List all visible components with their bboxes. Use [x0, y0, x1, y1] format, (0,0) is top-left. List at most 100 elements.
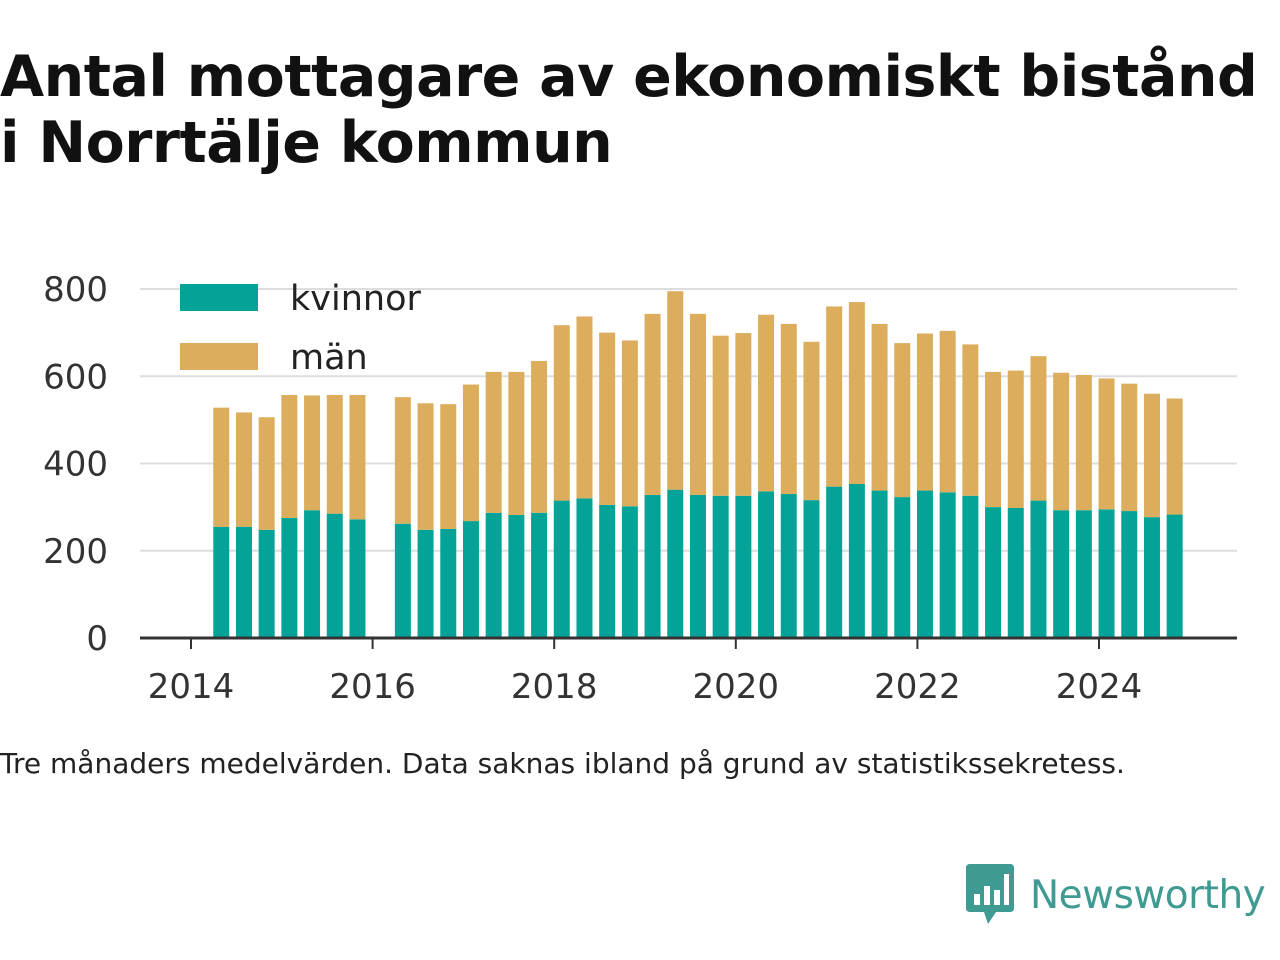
newsworthy-logo-icon: [966, 864, 1014, 924]
bar-man: [644, 313, 661, 495]
bar-man: [1098, 378, 1115, 510]
bar-kvinnor: [394, 523, 411, 638]
bar-kvinnor: [916, 490, 933, 638]
bar-kvinnor: [1053, 510, 1070, 638]
bar-kvinnor: [599, 504, 616, 638]
y-tick-label: 600: [43, 357, 108, 397]
bar-man: [916, 333, 933, 491]
bar-kvinnor: [304, 510, 321, 638]
legend-swatch: [180, 343, 258, 370]
bar-kvinnor: [531, 512, 548, 638]
bar-man: [304, 395, 321, 511]
y-tick-label: 400: [43, 445, 108, 485]
bar-man: [712, 335, 729, 496]
bar-man: [735, 333, 752, 496]
bar-kvinnor: [326, 513, 343, 638]
bar-man: [394, 397, 411, 524]
bar-man: [871, 323, 888, 491]
bar-kvinnor: [349, 519, 366, 638]
brand-name: Newsworthy: [1030, 872, 1266, 918]
bar-man: [349, 395, 366, 520]
bar-man: [1075, 374, 1092, 511]
bar-kvinnor: [1098, 509, 1115, 638]
x-tick-label: 2018: [511, 667, 598, 707]
bar-kvinnor: [485, 512, 502, 638]
bar-man: [621, 340, 638, 507]
bar-man: [508, 371, 525, 515]
bar-kvinnor: [508, 514, 525, 638]
bar-kvinnor: [644, 494, 661, 638]
bar-kvinnor: [758, 491, 775, 638]
bar-man: [939, 330, 956, 493]
bar-man: [235, 412, 252, 527]
bar-kvinnor: [803, 500, 820, 638]
bar-man: [1143, 393, 1160, 518]
footnote: Tre månaders medelvärden. Data saknas ib…: [0, 747, 1125, 780]
bar-man: [667, 291, 684, 490]
bar-man: [326, 395, 343, 514]
bar-man: [985, 371, 1002, 508]
bar-kvinnor: [985, 507, 1002, 638]
bar-man: [1166, 398, 1183, 515]
bar-kvinnor: [553, 500, 570, 638]
bar-man: [962, 344, 979, 496]
bar-kvinnor: [826, 486, 843, 638]
bar-kvinnor: [1075, 510, 1092, 638]
bar-man: [417, 403, 434, 530]
bar-kvinnor: [1166, 514, 1183, 638]
bar-kvinnor: [576, 498, 593, 638]
bar-kvinnor: [962, 495, 979, 638]
bar-kvinnor: [894, 497, 911, 638]
bar-man: [803, 341, 820, 501]
legend-label: män: [290, 338, 368, 378]
bar-kvinnor: [281, 518, 298, 638]
bar-man: [485, 371, 502, 513]
x-tick-label: 2014: [148, 667, 235, 707]
brand-logo[interactable]: Newsworthy: [964, 862, 1266, 928]
y-tick-label: 0: [86, 619, 108, 659]
bar-man: [440, 404, 457, 529]
x-tick-label: 2020: [693, 667, 780, 707]
bar-kvinnor: [689, 494, 706, 638]
y-tick-label: 200: [43, 532, 108, 572]
legend-swatch: [180, 284, 258, 311]
bar-man: [258, 417, 275, 530]
bar-kvinnor: [871, 490, 888, 638]
bar-kvinnor: [848, 484, 865, 638]
bar-kvinnor: [213, 526, 230, 638]
bar-man: [1121, 383, 1138, 512]
bar-man: [281, 395, 298, 519]
bar-kvinnor: [735, 495, 752, 638]
bar-man: [1007, 370, 1024, 508]
bar-kvinnor: [1030, 500, 1047, 638]
bar-kvinnor: [440, 528, 457, 638]
bar-kvinnor: [1007, 507, 1024, 638]
bar-kvinnor: [621, 506, 638, 638]
bar-man: [1053, 372, 1070, 511]
legend: kvinnor män: [180, 279, 421, 378]
bars: [213, 291, 1183, 638]
x-tick-label: 2024: [1056, 667, 1143, 707]
chart-area: 0 200 400 600 800 2014 2016 2018 2020 2022 2024 k…: [43, 270, 1237, 707]
bar-man: [531, 360, 548, 513]
bar-man: [553, 325, 570, 501]
bar-man: [1030, 356, 1047, 501]
bar-kvinnor: [417, 529, 434, 638]
bar-man: [758, 314, 775, 492]
bar-kvinnor: [780, 494, 797, 638]
bar-kvinnor: [712, 495, 729, 638]
bar-kvinnor: [258, 529, 275, 638]
bar-man: [894, 343, 911, 498]
x-tick-label: 2016: [329, 667, 416, 707]
axes: 2014 2016 2018 2020 2022 2024: [140, 636, 1237, 707]
bar-kvinnor: [462, 521, 479, 638]
bar-kvinnor: [939, 492, 956, 638]
bar-kvinnor: [667, 489, 684, 638]
x-tick-label: 2022: [874, 667, 961, 707]
bar-man: [848, 302, 865, 485]
bar-kvinnor: [1143, 517, 1160, 638]
bar-man: [576, 316, 593, 499]
bar-man: [213, 407, 230, 527]
bar-man: [462, 384, 479, 522]
bar-kvinnor: [1121, 511, 1138, 638]
